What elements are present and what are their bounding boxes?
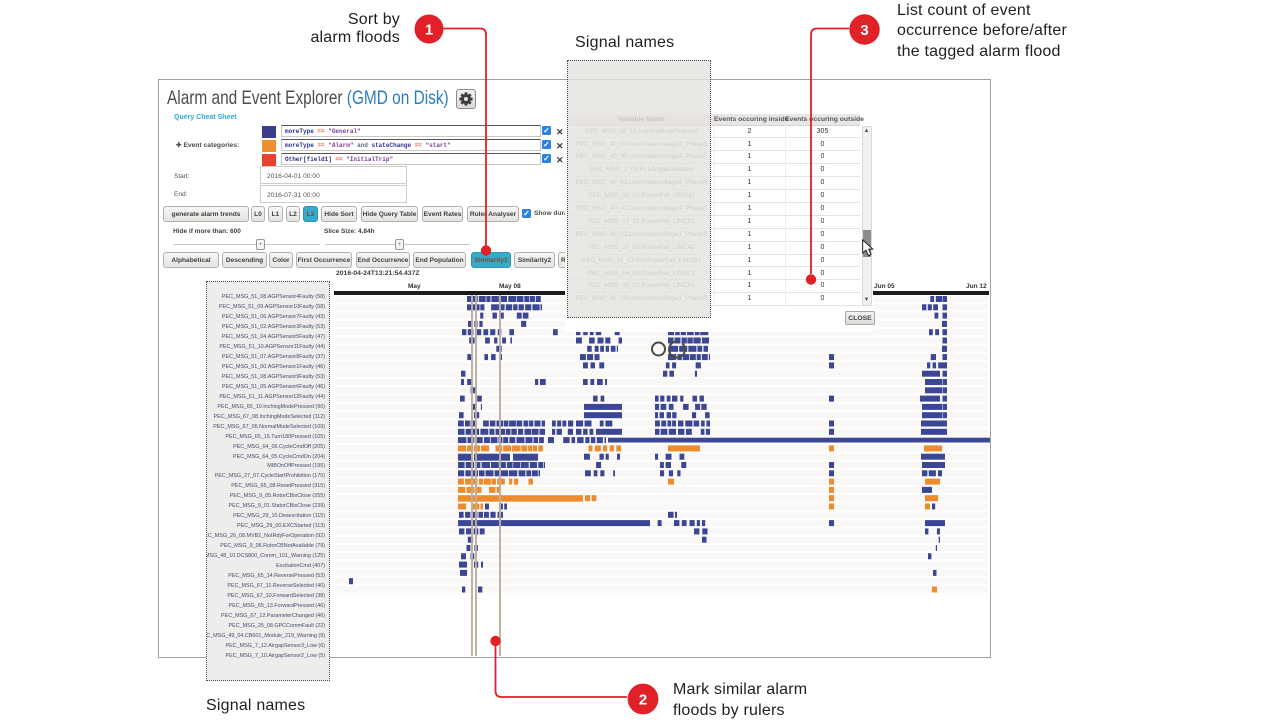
- svg-text:1: 1: [425, 22, 433, 39]
- svg-text:3: 3: [860, 22, 868, 39]
- svg-text:2: 2: [639, 692, 647, 709]
